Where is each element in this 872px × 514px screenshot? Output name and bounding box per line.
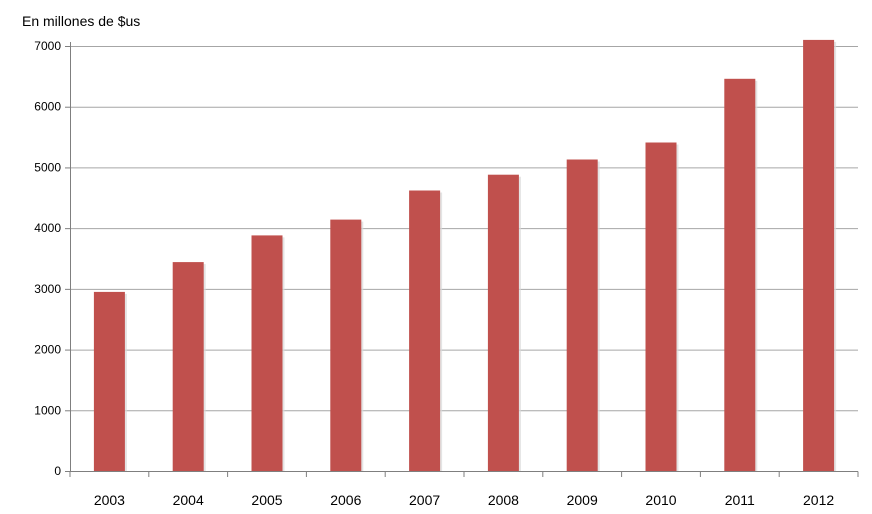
bar-2003 xyxy=(93,291,125,471)
x-tick-label: 2008 xyxy=(488,492,519,508)
bar-2012 xyxy=(803,39,835,472)
y-tick-label: 1000 xyxy=(34,403,61,417)
bar-2011 xyxy=(724,78,756,472)
x-tick-label: 2009 xyxy=(567,492,598,508)
y-axis-label: En millones de $us xyxy=(22,13,140,29)
x-tick-label: 2004 xyxy=(173,492,204,508)
x-tick-labels: 2003 2004 2005 2006 2007 2008 2009 2010 2011 2012 xyxy=(94,492,835,508)
bar-2008 xyxy=(487,174,519,471)
x-tick-label: 2005 xyxy=(251,492,282,508)
bar-2005 xyxy=(251,235,283,471)
y-tick-label: 6000 xyxy=(34,100,61,114)
y-tick-label: 2000 xyxy=(34,343,61,357)
bar-2009 xyxy=(566,159,598,471)
y-tick-label: 0 xyxy=(54,464,61,478)
y-tick-label: 3000 xyxy=(34,282,61,296)
bar-2006 xyxy=(330,219,362,471)
x-tick-label: 2010 xyxy=(645,492,676,508)
x-tick-label: 2007 xyxy=(409,492,440,508)
x-tick-label: 2003 xyxy=(94,492,125,508)
bar-2004 xyxy=(172,262,204,471)
y-tick-label: 4000 xyxy=(34,221,61,235)
x-tick-label: 2011 xyxy=(725,492,755,508)
bar-2007 xyxy=(409,190,441,471)
bar-2010 xyxy=(645,142,677,471)
y-tick-label: 5000 xyxy=(34,160,61,174)
y-tick-labels: 0 1000 2000 3000 4000 5000 6000 7000 xyxy=(34,39,61,478)
x-tick-label: 2012 xyxy=(803,492,834,508)
x-tick-label: 2006 xyxy=(330,492,361,508)
y-tick-label: 7000 xyxy=(34,39,61,53)
bars xyxy=(93,39,837,472)
axes xyxy=(65,42,859,477)
